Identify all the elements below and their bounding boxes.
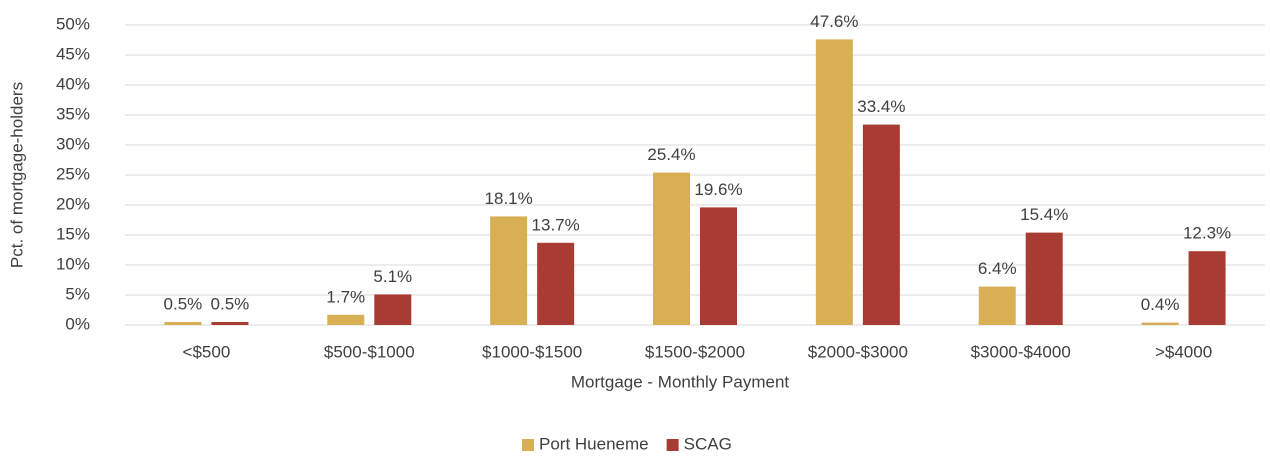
y-tick-label: 10%: [56, 254, 90, 273]
data-label: 0.5%: [164, 294, 203, 313]
bar: [211, 322, 249, 325]
data-label: 0.4%: [1141, 295, 1180, 314]
bar: [700, 207, 737, 325]
x-tick-label: $1500-$2000: [645, 342, 745, 361]
x-tick-label: >$4000: [1155, 342, 1212, 361]
bar: [978, 286, 1016, 325]
y-tick-label: 0%: [65, 314, 90, 333]
bar: [815, 39, 853, 326]
data-label: 0.5%: [211, 294, 250, 313]
data-label: 25.4%: [647, 145, 695, 164]
bar: [653, 172, 690, 325]
bar: [490, 216, 528, 325]
data-label: 47.6%: [810, 12, 858, 31]
y-tick-label: 15%: [56, 224, 90, 243]
bar: [164, 322, 202, 325]
x-tick-label: <$500: [183, 342, 231, 361]
x-tick-label: $2000-$3000: [808, 342, 908, 361]
bar: [537, 242, 575, 325]
y-tick-label: 30%: [56, 134, 90, 153]
legend-swatch: [666, 439, 679, 451]
legend-label: SCAG: [684, 434, 732, 453]
y-tick-label: 5%: [65, 284, 90, 303]
bar: [374, 294, 412, 325]
data-label: 19.6%: [694, 180, 742, 199]
data-label: 13.7%: [532, 215, 580, 234]
data-label: 33.4%: [857, 97, 905, 116]
x-axis-label: Mortgage - Monthly Payment: [571, 372, 790, 391]
y-tick-label: 40%: [56, 74, 90, 93]
data-label: 6.4%: [978, 259, 1017, 278]
bar: [1025, 232, 1063, 325]
y-axis-label: Pct. of mortgage-holders: [7, 82, 26, 268]
data-label: 12.3%: [1183, 224, 1231, 243]
y-tick-label: 45%: [56, 44, 90, 63]
y-tick-label: 35%: [56, 104, 90, 123]
legend-label: Port Hueneme: [539, 434, 649, 453]
bar: [1141, 322, 1179, 325]
x-tick-label: $500-$1000: [324, 342, 415, 361]
data-label: 5.1%: [373, 267, 412, 286]
bar: [862, 124, 900, 325]
y-tick-label: 20%: [56, 194, 90, 213]
bar: [1188, 251, 1226, 325]
x-tick-label: $1000-$1500: [482, 342, 582, 361]
x-tick-label: $3000-$4000: [971, 342, 1071, 361]
y-tick-label: 25%: [56, 164, 90, 183]
data-label: 1.7%: [326, 287, 365, 306]
legend-swatch: [522, 439, 534, 451]
bar: [327, 314, 365, 325]
data-label: 18.1%: [485, 189, 533, 208]
y-tick-label: 50%: [56, 14, 90, 33]
data-label: 15.4%: [1020, 205, 1068, 224]
